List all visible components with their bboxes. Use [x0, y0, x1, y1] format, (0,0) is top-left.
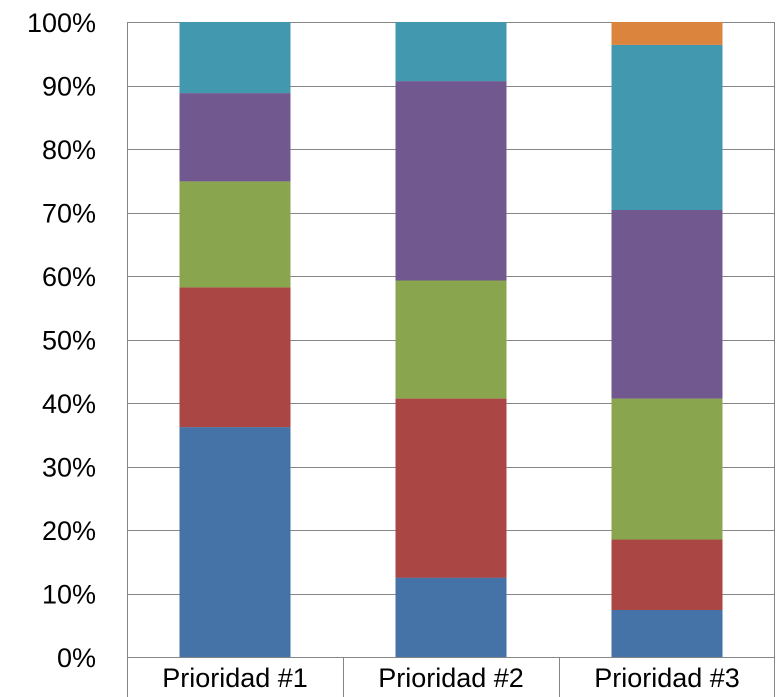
- bar-segment-3-5: [611, 44, 723, 211]
- bar-segment-1-1: [179, 427, 291, 657]
- y-tick-label: 10%: [42, 580, 96, 610]
- bar-segment-1-5: [179, 22, 291, 94]
- y-tick-label: 60%: [42, 262, 96, 292]
- category-label: Prioridad #2: [378, 663, 524, 693]
- bar-segment-1-4: [179, 93, 291, 182]
- y-tick-label: 20%: [42, 516, 96, 546]
- bar-segment-3-1: [611, 610, 723, 657]
- y-tick-label: 0%: [57, 643, 96, 673]
- y-tick-label: 90%: [42, 72, 96, 102]
- bar-segment-3-6: [611, 22, 723, 45]
- bar-segment-1-3: [179, 181, 291, 288]
- bar-segment-2-3: [395, 280, 507, 399]
- y-tick-label: 40%: [42, 389, 96, 419]
- y-tick-label: 30%: [42, 453, 96, 483]
- x-axis-category-labels: Prioridad #1 Prioridad #2 Prioridad #3: [162, 663, 740, 693]
- category-label: Prioridad #1: [162, 663, 308, 693]
- y-tick-label: 80%: [42, 135, 96, 165]
- y-tick-label: 100%: [27, 8, 96, 38]
- bar-segment-3-3: [611, 398, 723, 540]
- bar-segment-2-1: [395, 577, 507, 657]
- bars: [179, 22, 723, 657]
- bar-segment-3-4: [611, 210, 723, 399]
- bar-segment-2-4: [395, 81, 507, 281]
- bar-segment-1-2: [179, 287, 291, 428]
- bar-segment-2-2: [395, 398, 507, 578]
- y-axis-tick-labels: 0% 10% 20% 30% 40% 50% 60% 70% 80% 90% 100%: [27, 8, 96, 673]
- y-tick-label: 50%: [42, 326, 96, 356]
- category-label: Prioridad #3: [594, 663, 740, 693]
- bar-segment-3-2: [611, 539, 723, 610]
- axes: [127, 22, 775, 697]
- bar-segment-2-5: [395, 22, 507, 82]
- y-tick-label: 70%: [42, 199, 96, 229]
